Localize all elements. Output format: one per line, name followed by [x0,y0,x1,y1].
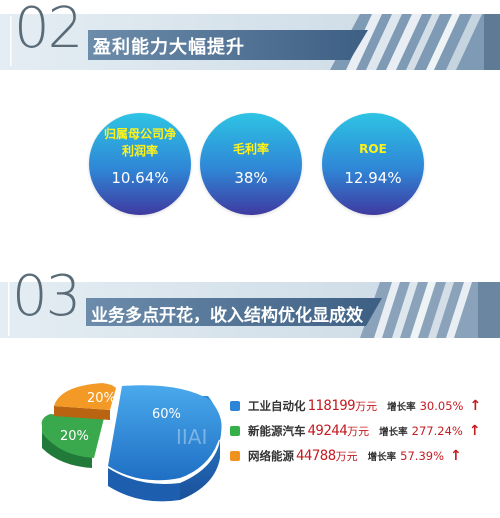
legend-growth: 277.24% [411,424,463,438]
legend-row-network: 网络能源 44788 万元 增长率 57.39% ↑ [230,446,462,466]
pie-label-industrial: 60% [152,407,181,422]
section-banner-02: 02 盈利能力大幅提升 [0,0,500,72]
legend-name: 网络能源 [248,449,294,463]
legend-swatch [230,451,240,461]
pie-slice-network [54,383,116,410]
up-arrow-icon: ↑ [450,448,462,464]
legend-growth-label: 增长率 [387,402,416,413]
metric-value: 12.94% [344,169,402,187]
metric-label: 归属母公司净利润率 [103,127,176,158]
legend-growth: 57.39% [400,449,445,463]
pie-label-ev: 20% [60,429,89,444]
section-banner-03: 03 业务多点开花，收入结构优化显成效 [0,262,500,342]
up-arrow-icon: ↑ [468,423,481,439]
legend-growth-label: 增长率 [379,427,408,438]
legend-unit: 万元 [347,425,370,438]
legend-row-ev: 新能源汽车 49244 万元 增长率 277.24% ↑ [230,421,481,441]
legend-amount: 44788 [296,448,336,464]
watermark: IIAI [176,425,207,449]
legend-swatch [230,401,240,411]
section-number: 02 [14,0,83,61]
metric-label: ROE [359,142,387,156]
legend-unit: 万元 [355,400,378,413]
up-arrow-icon: ↑ [469,398,482,414]
legend-swatch [230,426,240,436]
section-title: 业务多点开花，收入结构优化显成效 [91,306,363,326]
metric-circle-roe: ROE 12.94% [322,113,424,215]
pie-slice-ev [41,414,104,458]
building-photo [330,14,500,70]
legend-growth: 30.05% [419,399,464,413]
metric-circle-net-margin: 归属母公司净利润率 10.64% [89,113,191,215]
legend-unit: 万元 [335,450,358,463]
metric-label: 毛利率 [232,142,269,156]
legend-amount: 118199 [307,398,356,414]
legend-amount: 49244 [307,423,348,439]
banner-03-background [0,282,500,338]
legend-name: 新能源汽车 [248,424,306,438]
legend-row-industrial: 工业自动化 118199 万元 增长率 30.05% ↑ [230,396,481,416]
pie-label-network: 20% [87,391,116,406]
metric-value: 38% [234,169,268,187]
section-title: 盈利能力大幅提升 [93,37,245,58]
banner-02-background [0,14,500,70]
section-number: 03 [12,264,81,329]
legend-name: 工业自动化 [248,399,306,413]
metric-value: 10.64% [111,169,169,187]
metric-circle-gross-margin: 毛利率 38% [200,113,302,215]
pie-slice-blue-bottom [108,468,180,502]
building-photo [360,282,500,338]
legend-growth-label: 增长率 [367,452,397,463]
pie-slice-industrial [108,385,222,481]
revenue-pie-chart: 20% 20% 60% IIAI [41,383,222,502]
pie-slice-orange-side [54,406,110,420]
